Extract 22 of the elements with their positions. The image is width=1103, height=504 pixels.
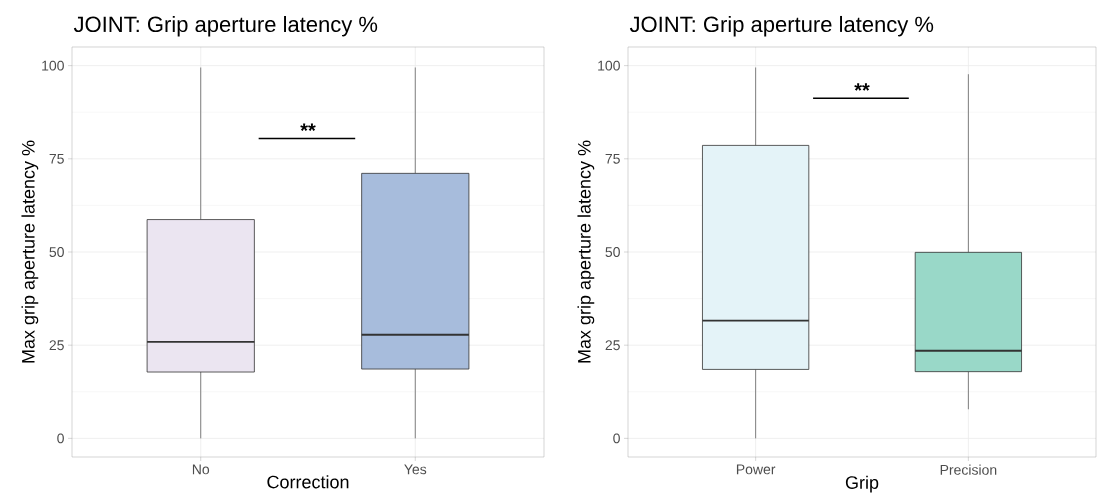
y-tick-label: 25 bbox=[605, 340, 620, 351]
x-tick-label: Yes bbox=[404, 464, 427, 475]
y-tick-label: 75 bbox=[605, 153, 620, 164]
x-tick-label: Precision bbox=[940, 464, 997, 475]
x-axis-title: Grip bbox=[845, 475, 879, 493]
y-tick-label: 50 bbox=[49, 247, 64, 257]
annotation: ** bbox=[300, 123, 316, 131]
y-tick-label: 25 bbox=[49, 340, 64, 351]
annotation: ** bbox=[854, 83, 870, 91]
chart-title: JOINT: Grip aperture latency % bbox=[629, 15, 934, 37]
x-tick-label: Power bbox=[736, 464, 776, 475]
chart-title: JOINT: Grip aperture latency % bbox=[73, 15, 378, 37]
y-tick-label: 0 bbox=[613, 433, 620, 444]
y-tick-label: 100 bbox=[42, 60, 64, 71]
y-tick-label: 0 bbox=[57, 433, 64, 444]
x-axis-title: Correction bbox=[267, 475, 349, 489]
y-tick-label: 75 bbox=[49, 153, 64, 164]
y-tick-label: 50 bbox=[605, 247, 620, 257]
x-tick-label: No bbox=[192, 464, 210, 475]
y-axis-title: Max grip aperture latency % bbox=[577, 140, 595, 363]
y-axis-title: Max grip aperture latency % bbox=[21, 140, 39, 363]
y-tick-label: 100 bbox=[598, 60, 620, 71]
